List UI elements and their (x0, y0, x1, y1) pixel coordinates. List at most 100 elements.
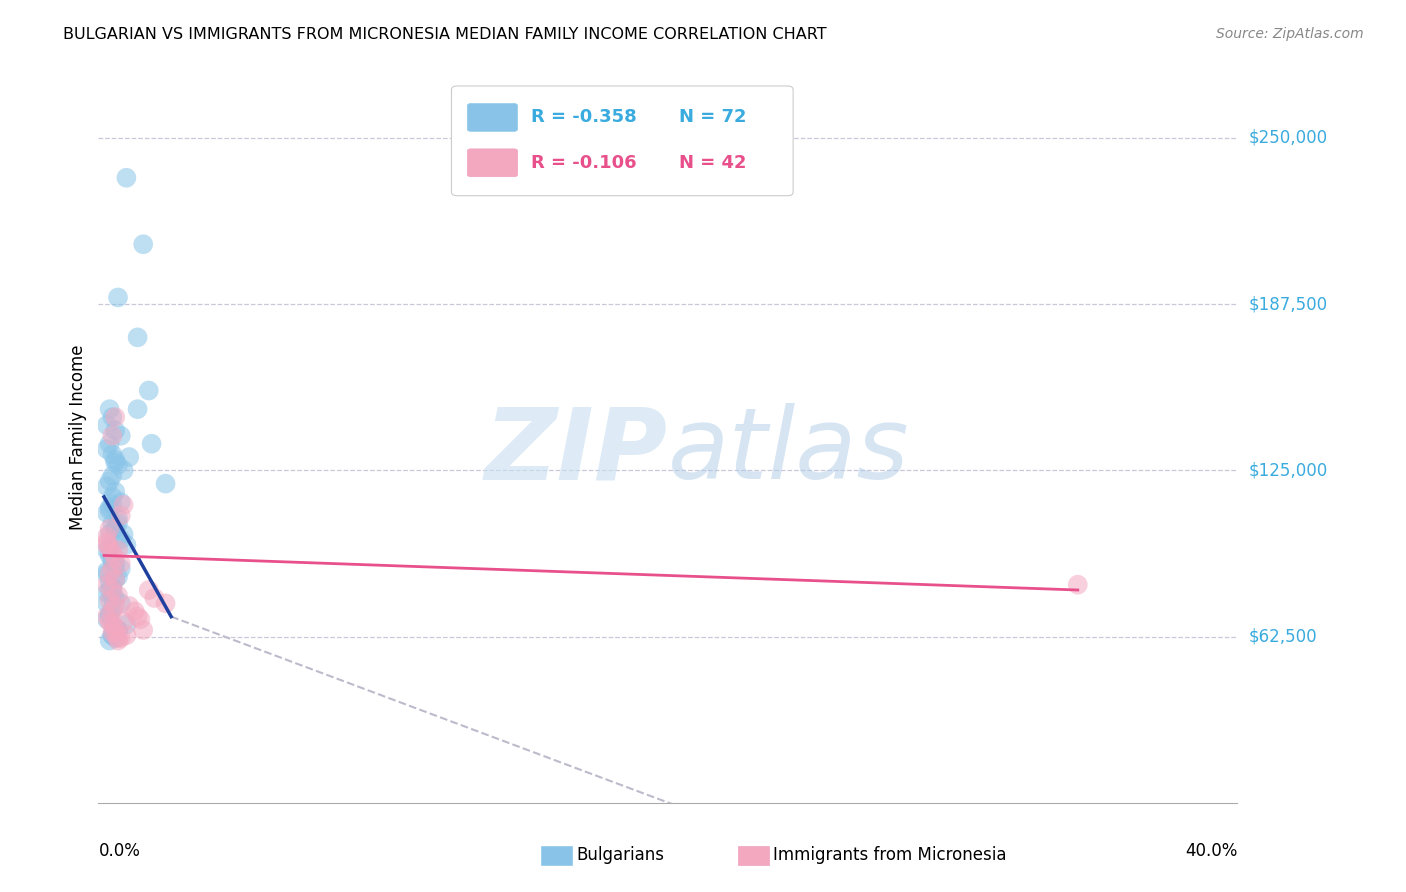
Point (110, 562, 132, 576)
Point (96, 543, 118, 558)
Point (96, 418, 118, 433)
Point (104, 557, 127, 571)
Point (104, 455, 127, 469)
FancyBboxPatch shape (467, 149, 517, 177)
Point (104, 452, 127, 467)
Point (104, 573, 127, 587)
Point (101, 601, 124, 615)
Text: $187,500: $187,500 (1249, 295, 1327, 313)
Point (107, 588, 129, 602)
Point (96, 535, 118, 549)
Point (104, 631, 127, 645)
Point (107, 623, 129, 637)
Point (101, 617, 124, 632)
Text: $125,000: $125,000 (1249, 461, 1327, 479)
Point (98, 607, 121, 621)
Text: 40.0%: 40.0% (1185, 842, 1237, 860)
Point (96, 609, 118, 624)
Point (96, 567, 118, 582)
Point (143, 591, 166, 605)
Point (124, 604, 146, 618)
Text: BULGARIAN VS IMMIGRANTS FROM MICRONESIA MEDIAN FAMILY INCOME CORRELATION CHART: BULGARIAN VS IMMIGRANTS FROM MICRONESIA … (63, 27, 827, 42)
Point (138, 384, 160, 398)
Point (101, 447, 124, 461)
Point (107, 516, 129, 531)
Point (104, 484, 127, 499)
Point (110, 429, 132, 443)
Point (98, 567, 121, 582)
Point (98, 541, 121, 555)
Point (104, 573, 127, 587)
Point (101, 582, 124, 597)
Point (107, 511, 129, 525)
Point (98, 593, 121, 607)
Point (98, 633, 121, 648)
Point (127, 402, 149, 417)
Point (96, 596, 118, 610)
Point (101, 562, 124, 576)
Point (101, 410, 124, 425)
Point (107, 570, 129, 584)
Point (132, 623, 155, 637)
Point (104, 424, 127, 438)
Point (101, 580, 124, 594)
Point (127, 609, 149, 624)
Point (104, 599, 127, 613)
Point (98, 609, 121, 624)
FancyBboxPatch shape (467, 103, 517, 131)
Point (107, 458, 129, 472)
Point (101, 498, 124, 512)
Point (118, 599, 141, 613)
Point (96, 506, 118, 520)
Point (98, 615, 121, 629)
Point (101, 554, 124, 568)
Point (96, 565, 118, 579)
Y-axis label: Median Family Income: Median Family Income (69, 344, 87, 530)
Point (112, 463, 135, 477)
Point (101, 582, 124, 597)
FancyBboxPatch shape (451, 86, 793, 195)
Point (107, 623, 129, 637)
Point (138, 582, 160, 597)
Text: Immigrants from Micronesia: Immigrants from Micronesia (773, 847, 1007, 864)
Point (98, 549, 121, 563)
Point (132, 237, 155, 252)
Text: N = 42: N = 42 (679, 153, 747, 172)
Point (107, 633, 129, 648)
Point (101, 429, 124, 443)
Point (104, 591, 127, 605)
Point (96, 479, 118, 493)
Point (98, 503, 121, 517)
Point (98, 436, 121, 450)
Point (96, 538, 118, 552)
Point (115, 170, 138, 185)
Text: R = -0.358: R = -0.358 (531, 109, 637, 127)
Text: Bulgarians: Bulgarians (576, 847, 665, 864)
Point (110, 631, 132, 645)
Point (96, 577, 118, 591)
Point (98, 402, 121, 417)
Point (110, 495, 132, 509)
Point (96, 442, 118, 456)
Point (115, 617, 138, 632)
Point (112, 498, 135, 512)
Point (155, 596, 177, 610)
Text: R = -0.106: R = -0.106 (531, 153, 637, 172)
Text: $250,000: $250,000 (1249, 128, 1327, 147)
Point (104, 551, 127, 566)
Point (98, 527, 121, 541)
Point (98, 522, 121, 536)
Point (129, 612, 152, 626)
Text: Source: ZipAtlas.com: Source: ZipAtlas.com (1216, 27, 1364, 41)
Point (155, 476, 177, 491)
Text: 0.0%: 0.0% (98, 842, 141, 860)
Point (107, 631, 129, 645)
Point (115, 628, 138, 642)
Point (98, 500, 121, 515)
Point (107, 290, 129, 304)
Point (110, 533, 132, 547)
Point (96, 585, 118, 599)
Point (96, 612, 118, 626)
Point (118, 450, 141, 464)
Point (1067, 577, 1090, 591)
